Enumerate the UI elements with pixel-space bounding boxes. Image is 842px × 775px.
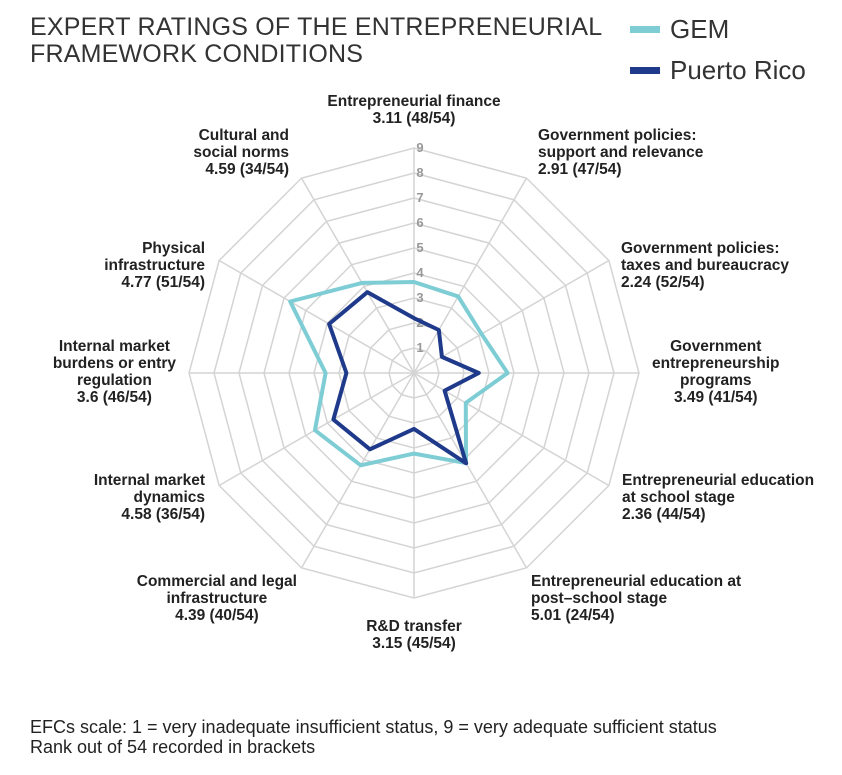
category-label: Commercial and legal infrastructure 4.39 (… [137, 573, 297, 624]
grid-spoke [300, 372, 415, 569]
category-value-label: 2.24 (52/54) [621, 274, 705, 291]
chart-title-line: FRAMEWORK CONDITIONS [30, 40, 364, 68]
category-value-label: 4.59 (34/54) [205, 161, 289, 178]
category-label: R&D transfer 3.15 (45/54) [366, 618, 462, 652]
category-name-line: Cultural and [198, 127, 289, 144]
tick-label: 4 [416, 265, 424, 280]
category-name-line: regulation [76, 372, 152, 389]
tick-label: 8 [416, 165, 423, 180]
grid-spoke [413, 372, 528, 569]
legend-label: GEM [670, 14, 730, 44]
category-label: Government policies: support and relevanc… [538, 127, 703, 178]
category-name-line: taxes and bureaucracy [621, 257, 790, 274]
category-label: Government policies: taxes and bureaucrac… [621, 240, 789, 291]
category-name-line: Internal market [58, 338, 170, 355]
grid-spoke [218, 259, 415, 374]
tick-label: 6 [416, 215, 423, 230]
category-name-line: infrastructure [104, 257, 205, 274]
category-name-line: Entrepreneurial education [622, 472, 815, 489]
tick-label: 7 [416, 190, 423, 205]
category-value-label: 2.91 (47/54) [538, 161, 622, 178]
tick-label: 9 [416, 140, 423, 155]
chart-title-line: EXPERT RATINGS OF THE ENTREPRENEURIAL [30, 13, 603, 41]
category-label: Physical infrastructure 4.77 (51/54) [104, 240, 205, 291]
category-label: Entrepreneurial education at school stage… [622, 472, 814, 523]
series-line-puerto-rico [327, 290, 481, 466]
category-name-line: burdens or entry [52, 355, 176, 372]
tick-label: 3 [416, 290, 423, 305]
category-name-line: R&D transfer [366, 618, 462, 635]
category-label: Internal market dynamics 4.58 (36/54) [94, 472, 205, 523]
category-name-line: infrastructure [166, 590, 268, 607]
grid-spoke [413, 177, 528, 374]
category-name-line: entrepreneurship [652, 355, 780, 372]
tick-label: 5 [416, 240, 423, 255]
category-label: Entrepreneurial finance 3.11 (48/54) [327, 93, 500, 127]
category-name-line: social norms [193, 144, 289, 161]
category-value-label: 4.58 (36/54) [121, 506, 205, 523]
category-name-line: Government policies: [621, 240, 780, 257]
category-name-line: dynamics [133, 489, 205, 506]
legend-item-puerto-rico: Puerto Rico [630, 55, 806, 86]
category-name-line: post–school stage [531, 590, 668, 607]
category-value-label: 4.39 (40/54) [175, 607, 259, 624]
category-label: Internal market burdens or entry regulatio… [53, 338, 176, 406]
tick-label: 1 [416, 340, 423, 355]
category-name-line: Commercial and legal [136, 573, 297, 590]
category-name-line: Internal market [93, 472, 205, 489]
category-value-label: 3.6 (46/54) [76, 389, 152, 406]
category-name-line: Government policies: [538, 127, 697, 144]
category-name-line: Entrepreneurial finance [327, 93, 501, 110]
category-value-label: 3.15 (45/54) [372, 635, 456, 652]
legend-label: Puerto Rico [670, 55, 806, 85]
category-name-line: Government [670, 338, 762, 355]
grid-spoke [413, 259, 610, 374]
category-value-label: 2.36 (44/54) [622, 506, 706, 523]
category-value-label: 5.01 (24/54) [531, 607, 615, 624]
category-name-line: Entrepreneurial education at [531, 573, 742, 590]
category-label: Entrepreneurial education at post–school … [531, 573, 741, 624]
legend-swatch-gem [630, 26, 660, 33]
category-name-line: support and relevance [538, 144, 704, 161]
category-name-line: Physical [142, 240, 205, 257]
category-value-label: 3.49 (41/54) [673, 389, 758, 406]
category-name-line: programs [679, 372, 752, 389]
category-label: Government entrepreneurship programs 3.49 (… [652, 338, 779, 406]
footnote-scale: EFCs scale: 1 = very inadequate insuffic… [30, 717, 717, 737]
chart-title: EXPERT RATINGS OF THE ENTREPRENEURIAL FR… [30, 14, 602, 68]
category-value-label: 4.77 (51/54) [121, 274, 205, 291]
footnote: EFCs scale: 1 = very inadequate insuffic… [30, 717, 717, 757]
legend-item-gem: GEM [630, 14, 729, 45]
footnote-rank: Rank out of 54 recorded in brackets [30, 737, 316, 757]
legend-swatch-puerto-rico [630, 67, 660, 74]
category-name-line: at school stage [622, 489, 735, 506]
category-value-label: 3.11 (48/54) [372, 110, 456, 127]
grid-spoke [300, 177, 415, 374]
category-label: Cultural and social norms 4.59 (34/54) [193, 127, 289, 178]
